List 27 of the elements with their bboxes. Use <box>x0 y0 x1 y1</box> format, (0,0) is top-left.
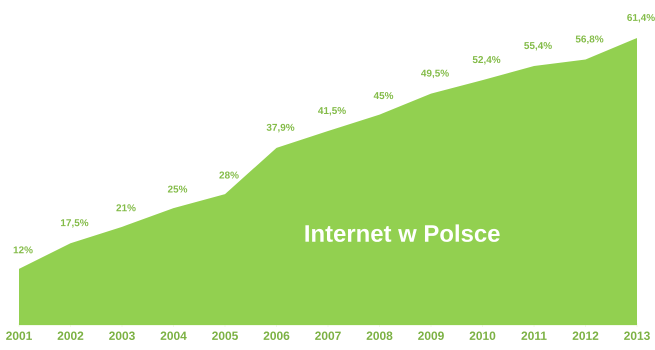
data-label: 56,8% <box>576 35 604 44</box>
x-tick-label: 2005 <box>212 332 238 340</box>
data-label: 37,9% <box>266 124 294 132</box>
x-tick-label: 2008 <box>366 332 392 340</box>
x-tick-label: 2003 <box>109 332 135 340</box>
x-tick-label: 2010 <box>470 332 496 340</box>
x-tick-label: 2001 <box>6 332 32 340</box>
data-label: 17,5% <box>61 219 88 228</box>
x-tick-label: 2006 <box>264 332 290 340</box>
data-label: 25% <box>168 186 188 193</box>
x-tick-label: 2004 <box>160 332 187 340</box>
x-tick-label: 2009 <box>418 332 444 340</box>
x-tick-label: 2007 <box>315 332 341 340</box>
x-tick-label: 2002 <box>58 332 84 340</box>
data-label: 45% <box>374 92 394 100</box>
x-tick-label: 2012 <box>572 332 598 340</box>
text: Internet w Polsce <box>305 224 500 242</box>
data-label: 55,4% <box>524 42 552 51</box>
data-label: 61,4% <box>627 14 655 22</box>
data-label: 41,5% <box>318 107 346 116</box>
data-label: 12% <box>14 246 33 254</box>
x-tick-label: 2011 <box>521 332 547 340</box>
data-label: 28% <box>219 172 239 179</box>
data-label: 49,5% <box>421 70 449 78</box>
data-label: 52,4% <box>472 56 500 65</box>
data-label: 21% <box>116 204 136 212</box>
x-tick-label: 2013 <box>624 332 650 340</box>
